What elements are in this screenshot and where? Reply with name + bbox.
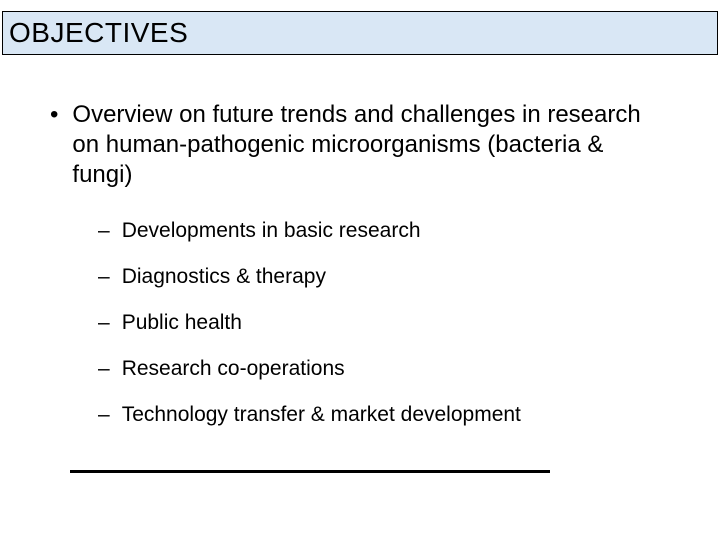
horizontal-rule (70, 470, 550, 473)
sub-bullet-text: Research co-operations (122, 356, 345, 382)
sub-bullet-text: Technology transfer & market development (122, 402, 521, 428)
slide: OBJECTIVES • Overview on future trends a… (0, 0, 720, 540)
bullet-dot-icon: • (50, 100, 58, 130)
content-area: • Overview on future trends and challeng… (50, 100, 670, 448)
slide-title: OBJECTIVES (9, 17, 188, 49)
dash-icon: – (98, 402, 110, 428)
sub-bullet-list: – Developments in basic research – Diagn… (98, 218, 670, 428)
sub-bullet: – Developments in basic research (98, 218, 670, 244)
main-bullet-text: Overview on future trends and challenges… (72, 100, 670, 190)
dash-icon: – (98, 264, 110, 290)
sub-bullet: – Technology transfer & market developme… (98, 402, 670, 428)
sub-bullet: – Diagnostics & therapy (98, 264, 670, 290)
dash-icon: – (98, 218, 110, 244)
sub-bullet-text: Public health (122, 310, 242, 336)
sub-bullet-text: Diagnostics & therapy (122, 264, 326, 290)
sub-bullet-text: Developments in basic research (122, 218, 421, 244)
dash-icon: – (98, 356, 110, 382)
title-bar: OBJECTIVES (2, 11, 718, 55)
main-bullet: • Overview on future trends and challeng… (50, 100, 670, 190)
dash-icon: – (98, 310, 110, 336)
sub-bullet: – Research co-operations (98, 356, 670, 382)
sub-bullet: – Public health (98, 310, 670, 336)
